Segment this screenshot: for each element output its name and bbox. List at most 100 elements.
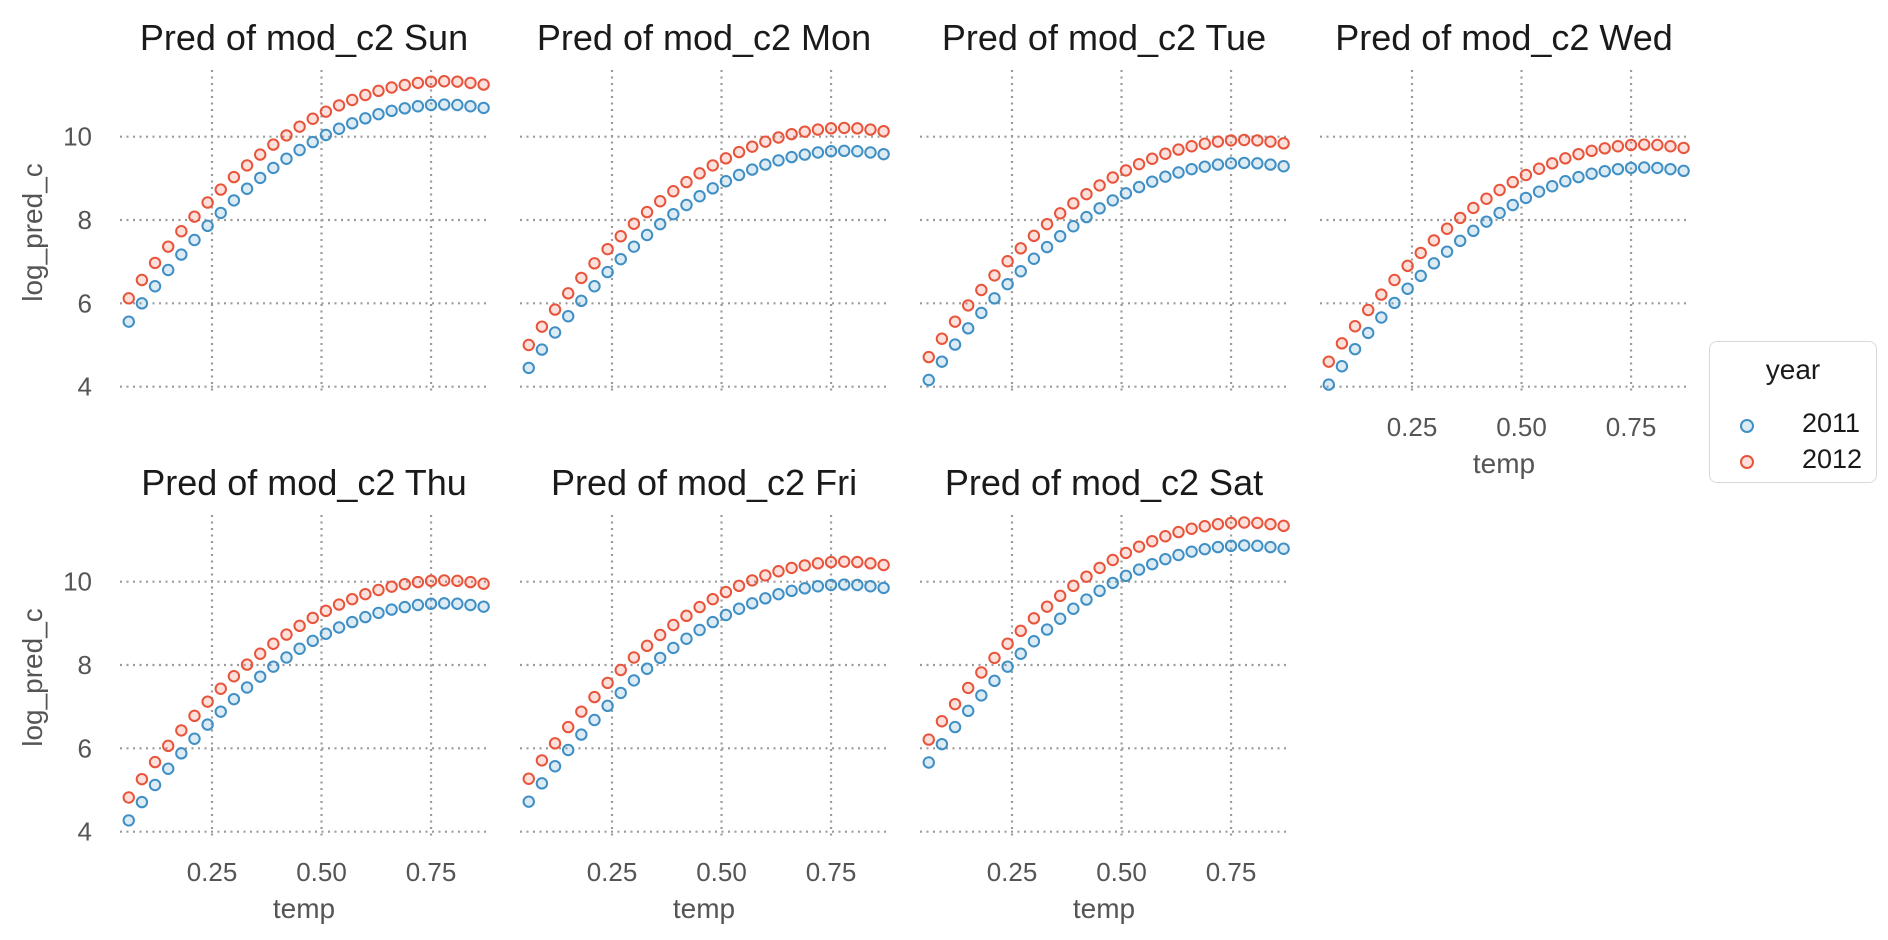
- data-point-2012: [464, 76, 477, 90]
- data-point-2011: [575, 728, 588, 741]
- data-point-2011: [1427, 257, 1441, 270]
- data-point-2011: [1053, 230, 1067, 243]
- data-point-2011: [961, 704, 975, 718]
- data-point-2011: [759, 158, 772, 171]
- y-axis-label: log_pred_c: [17, 608, 48, 747]
- data-point-2012: [548, 303, 562, 316]
- data-point-2011: [122, 315, 135, 328]
- data-point-2012: [1119, 164, 1133, 177]
- data-point-2011: [1093, 202, 1106, 215]
- data-point-2011: [372, 606, 385, 620]
- legend-item-2011: 2011: [1710, 406, 1876, 442]
- data-point-2011: [1185, 545, 1198, 558]
- data-point-2011: [1080, 210, 1093, 224]
- data-point-2012: [345, 592, 359, 606]
- y-tick-label: 8: [78, 650, 92, 680]
- x-tick-label: 0.50: [696, 857, 747, 887]
- data-point-2012: [1677, 141, 1690, 155]
- data-point-2012: [922, 350, 935, 364]
- data-point-2011: [175, 248, 188, 261]
- data-point-2012: [280, 129, 293, 142]
- data-point-2012: [1664, 140, 1677, 153]
- data-point-2012: [1145, 535, 1159, 548]
- data-point-2011: [1027, 252, 1041, 265]
- x-tick-label: 0.75: [1206, 857, 1257, 887]
- data-point-2012: [372, 84, 385, 98]
- legend-label-2011: 2011: [1802, 408, 1861, 438]
- data-point-2011: [548, 760, 562, 773]
- x-tick-label: 0.25: [987, 857, 1038, 887]
- panel-title: Pred of mod_c2 Sun: [140, 17, 468, 58]
- data-point-2012: [122, 292, 135, 305]
- data-point-2011: [464, 100, 477, 113]
- data-point-2011: [385, 603, 398, 616]
- data-point-2012: [1159, 147, 1172, 160]
- data-point-2012: [477, 78, 490, 91]
- x-axis-label: temp: [273, 893, 335, 924]
- data-point-2011: [267, 660, 280, 673]
- data-point-2011: [851, 578, 864, 592]
- data-point-2012: [1001, 637, 1014, 650]
- data-point-2011: [201, 718, 214, 731]
- data-point-2011: [1493, 206, 1506, 220]
- data-point-2012: [253, 647, 267, 660]
- data-point-2012: [345, 93, 359, 107]
- data-point-2012: [424, 75, 438, 88]
- data-point-2012: [398, 577, 411, 591]
- legend-item-2012: 2012: [1710, 442, 1876, 478]
- data-point-2011: [693, 623, 706, 637]
- data-point-2011: [451, 98, 464, 112]
- data-point-2012: [1198, 520, 1211, 533]
- data-point-2011: [588, 713, 601, 727]
- data-point-2011: [1224, 539, 1238, 553]
- data-point-2012: [811, 123, 825, 136]
- data-point-2012: [759, 569, 772, 582]
- data-point-2011: [680, 198, 693, 212]
- data-point-2012: [372, 583, 385, 597]
- data-point-2011: [601, 699, 614, 713]
- data-point-2011: [877, 581, 890, 595]
- data-point-2011: [1001, 660, 1014, 673]
- data-point-2011: [785, 150, 798, 164]
- data-point-2011: [706, 182, 719, 195]
- x-tick-label: 0.50: [1496, 412, 1547, 442]
- data-point-2011: [437, 597, 451, 610]
- data-point-2011: [561, 743, 575, 757]
- data-point-2011: [1040, 623, 1054, 636]
- data-point-2012: [437, 75, 451, 88]
- data-point-2012: [411, 76, 425, 90]
- data-point-2011: [522, 795, 535, 808]
- data-point-2012: [267, 138, 280, 151]
- data-point-2011: [1598, 165, 1611, 178]
- data-point-2012: [398, 78, 411, 92]
- data-point-2011: [1145, 175, 1159, 188]
- data-point-2012: [1093, 561, 1106, 575]
- data-point-2011: [1119, 569, 1133, 583]
- y-tick-label: 6: [78, 288, 92, 318]
- data-point-2011: [1467, 224, 1480, 238]
- data-point-2011: [1080, 593, 1093, 606]
- data-point-2011: [1677, 164, 1690, 178]
- data-point-2011: [732, 602, 746, 615]
- data-point-2011: [122, 814, 135, 827]
- data-point-2011: [1572, 170, 1585, 184]
- data-point-2011: [214, 705, 227, 718]
- data-point-2011: [988, 292, 1001, 305]
- data-point-2012: [975, 283, 988, 297]
- data-point-2011: [745, 163, 759, 176]
- data-point-2012: [175, 724, 188, 737]
- data-point-2012: [837, 555, 851, 568]
- data-point-2012: [1348, 320, 1362, 333]
- data-point-2012: [811, 557, 825, 570]
- data-point-2012: [732, 579, 746, 593]
- data-point-2012: [280, 628, 293, 641]
- data-point-2011: [1132, 563, 1146, 576]
- data-point-2012: [385, 81, 398, 94]
- data-point-2011: [398, 600, 411, 614]
- data-point-2012: [1014, 624, 1027, 638]
- data-point-2011: [477, 600, 490, 613]
- data-point-2011: [719, 608, 733, 622]
- data-point-2012: [745, 574, 759, 587]
- data-point-2011: [240, 681, 254, 694]
- data-point-2012: [201, 196, 214, 209]
